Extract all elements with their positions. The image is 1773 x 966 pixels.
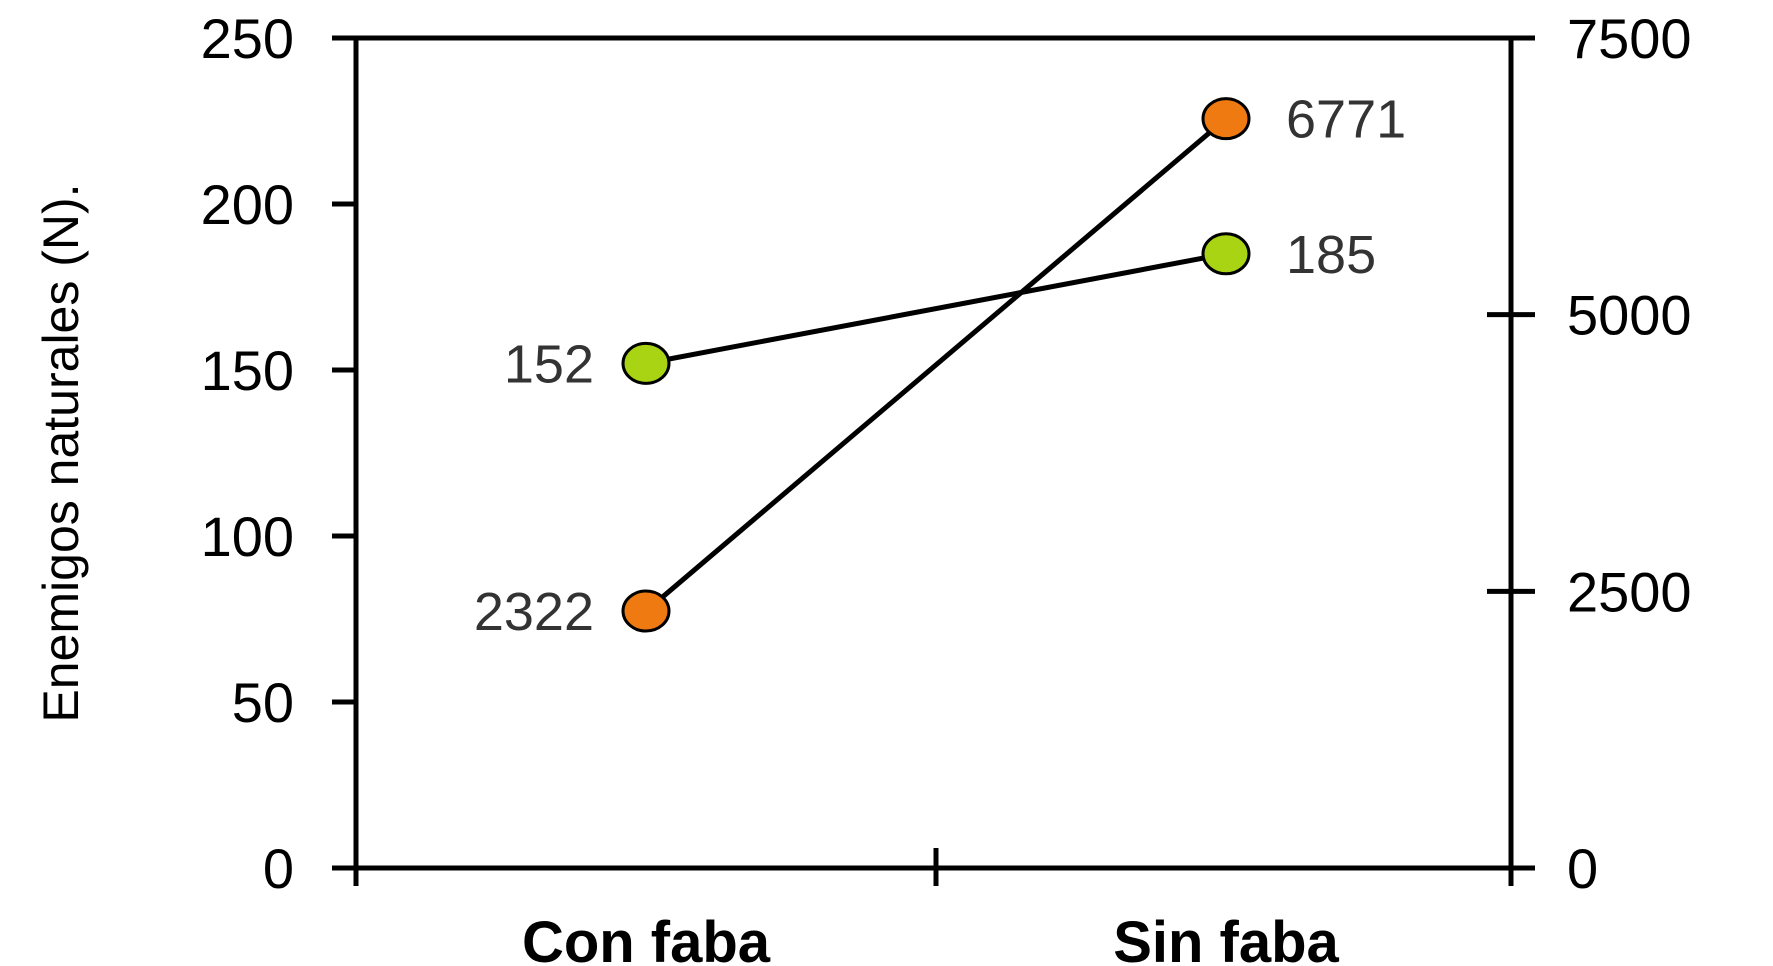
- chart-axes: [353, 35, 1514, 871]
- right-y-tick-label: 0: [1567, 837, 1598, 900]
- series-line: [644, 116, 1228, 613]
- data-point: [1201, 232, 1251, 276]
- data-point: [1201, 97, 1251, 141]
- series-line: [645, 251, 1227, 366]
- data-label: 2322: [474, 582, 594, 642]
- chart-series: [621, 97, 1251, 633]
- x-category-label: Con faba: [522, 910, 771, 966]
- left-y-tick-label: 50: [232, 671, 294, 734]
- left-y-tick-label: 250: [201, 7, 294, 70]
- data-label: 6771: [1286, 90, 1406, 150]
- left-y-tick-label: 150: [201, 339, 294, 402]
- left-y-tick-label: 100: [201, 505, 294, 568]
- y-axis-title: Enemigos naturales (N).: [33, 183, 89, 722]
- x-category-label: Sin faba: [1113, 910, 1339, 966]
- data-point: [621, 341, 671, 385]
- right-y-tick-label: 7500: [1567, 7, 1692, 70]
- chart-labels: Con faba Sin faba Enemigos naturales (N). 1…: [33, 90, 1406, 966]
- left-y-tick-label: 0: [263, 837, 294, 900]
- data-point: [621, 589, 671, 633]
- data-label: 152: [504, 334, 594, 394]
- right-y-tick-label: 2500: [1567, 560, 1692, 623]
- data-label: 185: [1286, 225, 1376, 285]
- left-y-tick-label: 200: [201, 173, 294, 236]
- right-y-tick-label: 5000: [1567, 284, 1692, 347]
